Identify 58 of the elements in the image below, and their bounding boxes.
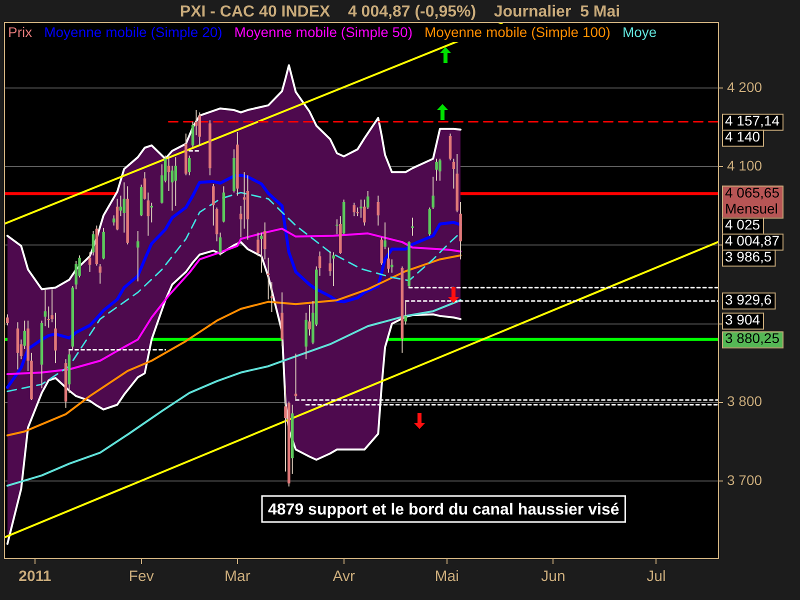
y2-tick-label: 4 140 (725, 128, 760, 145)
candlestick (116, 198, 119, 231)
candlestick (435, 158, 438, 182)
candlestick (432, 176, 434, 210)
ref-line-label: 4 065,65 Mensuel (725, 184, 780, 216)
candlestick (54, 312, 57, 364)
text: Prix (8, 24, 32, 40)
candlestick (352, 202, 356, 217)
candlestick (411, 217, 414, 236)
text: Moyenne mobile (Simple 50) (234, 24, 413, 40)
y2-tick-label: 4 157,14 (725, 112, 780, 129)
candlestick (294, 353, 298, 401)
y-tick-label: 3 700 (727, 472, 762, 488)
x-tick-label: Mai (434, 568, 459, 586)
text: Moyenne mobile (Simple 20) (44, 24, 222, 40)
y2-tick-label: 3 904 (725, 312, 760, 328)
candlestick (6, 314, 9, 326)
candlestick (150, 202, 153, 223)
y-tick-label: 3 800 (727, 393, 762, 410)
candlestick (198, 112, 202, 146)
x-tick-label: Mar (224, 568, 250, 586)
candlestick (404, 300, 407, 326)
candlestick (119, 195, 122, 217)
candlestick (438, 158, 442, 182)
candlestick (88, 252, 92, 272)
candlestick (260, 232, 263, 274)
candlestick (360, 199, 362, 218)
y-tick-label: 4 200 (727, 78, 762, 95)
candlestick (387, 247, 390, 274)
candlestick (98, 264, 102, 284)
x-tick-label: 2011 (18, 568, 52, 586)
candlestick (92, 230, 95, 256)
candlestick (122, 182, 126, 234)
y2-tick-label: 4 004,87 (725, 232, 780, 248)
candlestick (308, 304, 311, 336)
text: Moye (622, 24, 657, 40)
y2-tick-label: 3 929,6 (725, 291, 772, 308)
y2-tick-label: 3 986,5 (725, 248, 772, 264)
candlestick (239, 205, 242, 238)
chart-title: PXI - CAC 40 INDEX 4 004,87 (-0,95%) Journalier 5 Mai (180, 3, 620, 20)
x-tick-label: Jun (541, 568, 566, 586)
candlestick (112, 214, 116, 226)
annotation: 4879 support et le bord du canal haussier visé (268, 501, 620, 518)
y2-tick-label: 4 025 (725, 216, 760, 232)
candlestick (336, 218, 338, 235)
candlestick (332, 252, 335, 287)
candlestick (188, 155, 191, 176)
candlestick (448, 133, 452, 161)
candlestick (376, 195, 380, 226)
x-tick-label: Fev (128, 568, 154, 586)
y-tick-label: 4 100 (727, 157, 762, 174)
candlestick (390, 258, 394, 274)
ref-line-label: 3 880,25 (725, 330, 780, 346)
x-tick-label: Jul (646, 568, 666, 586)
candlestick (174, 156, 178, 206)
text: Moyenne mobile (Simple 100) (424, 24, 610, 40)
x-tick-label: Avr (332, 568, 355, 586)
candlestick (384, 222, 386, 250)
